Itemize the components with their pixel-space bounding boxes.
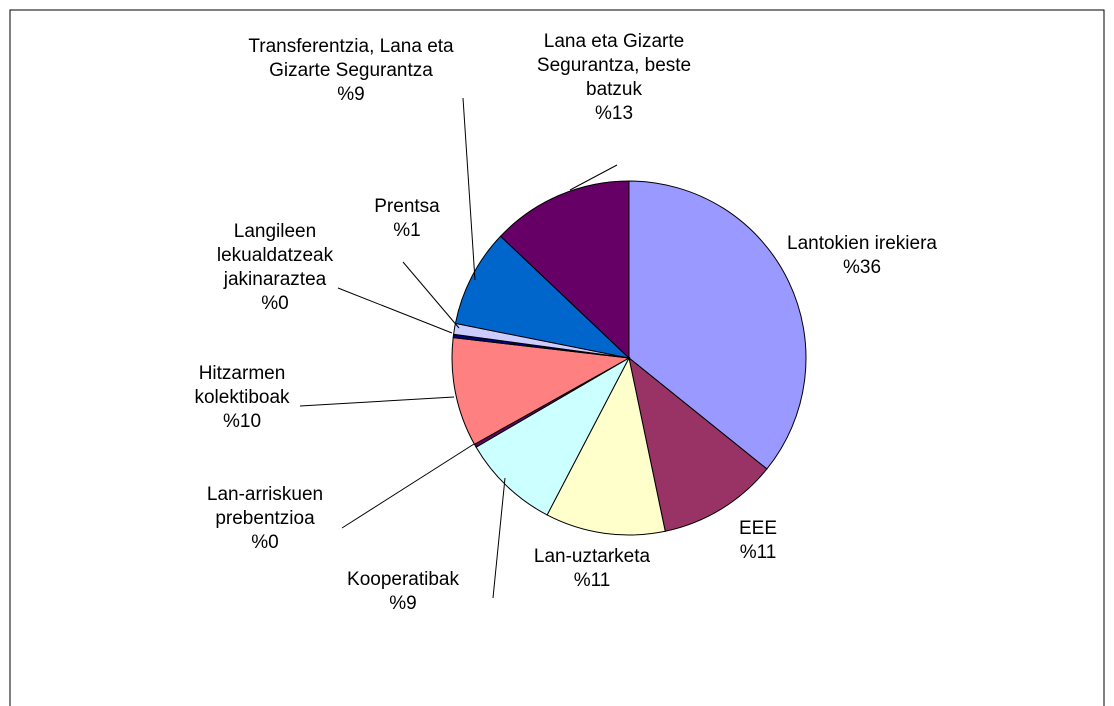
slice-value: %13	[594, 103, 634, 124]
pie-slice	[454, 235, 631, 359]
slice-value: %10	[222, 411, 262, 432]
slice-label: Langileen lekualdatzeak jakinaraztea %0	[190, 220, 360, 316]
slice-name: Lan-uztarketa	[533, 546, 651, 567]
chart-frame	[9, 9, 1105, 706]
pie-slice	[451, 337, 631, 445]
slice-value: %1	[393, 220, 421, 241]
slice-label: EEE %11	[718, 517, 798, 565]
slice-name: Kooperatibak	[347, 569, 459, 590]
slice-label: Kooperatibak %9	[333, 568, 473, 616]
pie-slice	[499, 180, 630, 360]
slice-label: Lan-uztarketa %11	[512, 545, 672, 593]
pie-slice	[475, 356, 631, 516]
leader-line	[569, 164, 618, 191]
slice-name: Lantokien irekiera	[787, 233, 937, 254]
slice-name: Hitzarmen kolektiboak	[194, 363, 290, 408]
slice-value: %11	[739, 542, 777, 563]
slice-label: Hitzarmen kolektiboak %10	[172, 362, 312, 434]
slice-value: %36	[842, 257, 882, 278]
slice-value: %9	[337, 84, 365, 105]
slice-label: Lantokien irekiera %36	[752, 232, 972, 280]
leader-line	[402, 261, 460, 329]
slice-name: Langileen lekualdatzeak jakinaraztea	[216, 221, 334, 290]
slice-name: Prentsa	[374, 196, 440, 217]
leader-line	[462, 97, 476, 281]
slice-name: Transferentzia, Lana eta Gizarte Seguran…	[248, 36, 454, 81]
slice-value: %0	[261, 293, 289, 314]
slice-value: %11	[573, 570, 611, 591]
slice-name: Lan-arriskuen prebentzioa	[206, 484, 324, 529]
slice-label: Transferentzia, Lana eta Gizarte Seguran…	[236, 35, 466, 107]
slice-label: Lan-arriskuen prebentzioa %0	[180, 483, 350, 555]
slice-name: Lana eta Gizarte Segurantza, beste batzu…	[536, 31, 692, 100]
pie-slice	[628, 180, 807, 470]
leader-line	[299, 396, 455, 407]
slice-label: Prentsa %1	[347, 195, 467, 243]
slice-label: Lana eta Gizarte Segurantza, beste batzu…	[509, 30, 719, 126]
pie-slice	[546, 356, 666, 536]
slice-value: %9	[389, 593, 417, 614]
pie-slice	[628, 356, 768, 532]
slice-name: EEE	[738, 518, 778, 539]
leader-line	[341, 443, 475, 529]
slice-value: %0	[251, 532, 279, 553]
leader-line	[337, 287, 453, 334]
leader-line	[492, 477, 506, 599]
